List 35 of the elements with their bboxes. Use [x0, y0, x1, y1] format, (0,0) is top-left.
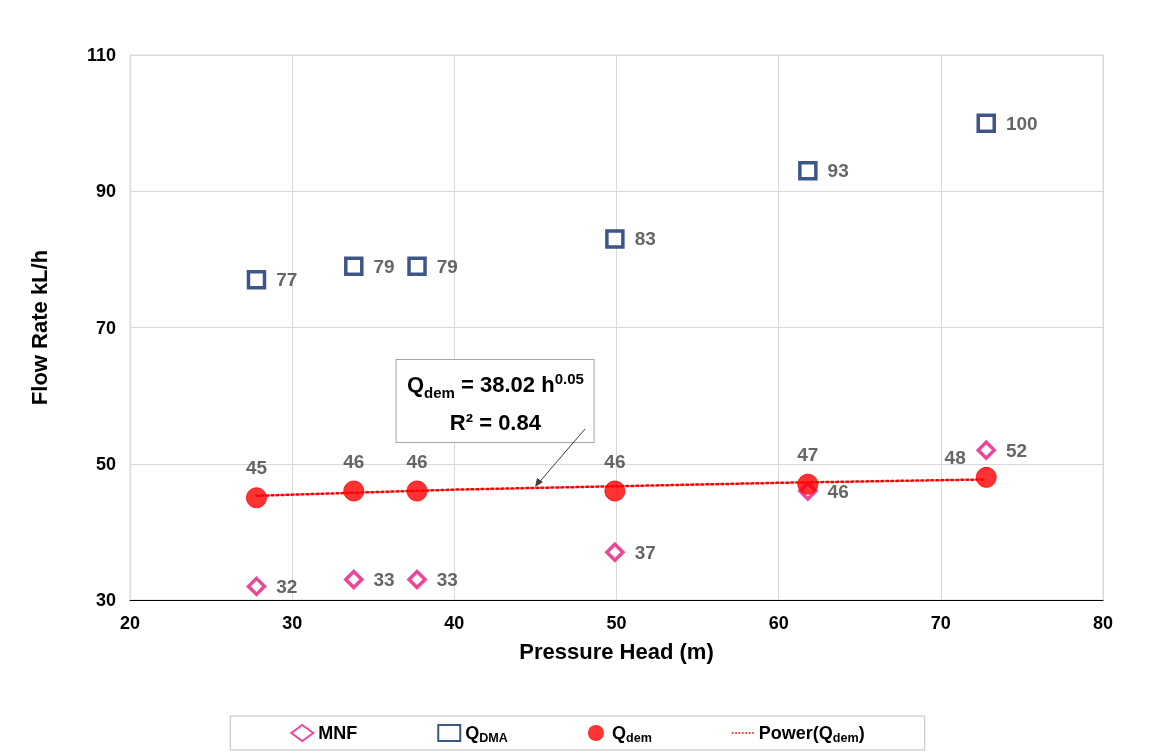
x-tick-label: 50: [606, 613, 627, 633]
data-label: 37: [634, 541, 656, 563]
y-tick-label: 70: [95, 317, 116, 338]
x-tick-label: 80: [1092, 613, 1114, 633]
data-label: 45: [245, 457, 268, 479]
data-label: 46: [343, 450, 365, 472]
annotation: R² = 0.84: [448, 408, 542, 437]
data-label: 46: [827, 480, 849, 502]
data-label: 93: [827, 160, 849, 182]
data-label: 79: [436, 255, 458, 277]
data-label: 79: [373, 255, 395, 277]
data-label: 46: [604, 450, 626, 472]
data-label: 33: [436, 569, 458, 591]
y-axis-title: Flow Rate kL/h: [26, 249, 52, 406]
x-tick-label: 70: [930, 613, 951, 633]
x-tick-label: 40: [444, 613, 465, 633]
data-label: 52: [1005, 439, 1028, 461]
x-tick-label: 60: [768, 613, 789, 633]
data-label: 46: [406, 450, 428, 472]
y-tick-label: 30: [95, 590, 116, 610]
y-tick-label: 50: [95, 453, 116, 474]
data-label: 83: [634, 228, 656, 250]
legend-label: MNF: [318, 723, 358, 743]
x-axis-title: Pressure Head (m): [519, 638, 714, 664]
data-label: 32: [276, 575, 298, 597]
data-label: 48: [944, 446, 966, 468]
x-tick-label: 20: [119, 613, 141, 633]
annotation: Q$_{dem}$ = 38.02 h$^{0.05}$: [406, 368, 584, 403]
data-label: 77: [276, 269, 298, 291]
y-tick-label: 90: [95, 181, 116, 202]
data-label: 33: [373, 569, 395, 591]
data-label: 100: [1005, 112, 1038, 134]
x-tick-label: 30: [282, 613, 303, 633]
data-label: 47: [797, 443, 819, 465]
y-tick-label: 110: [86, 45, 116, 65]
